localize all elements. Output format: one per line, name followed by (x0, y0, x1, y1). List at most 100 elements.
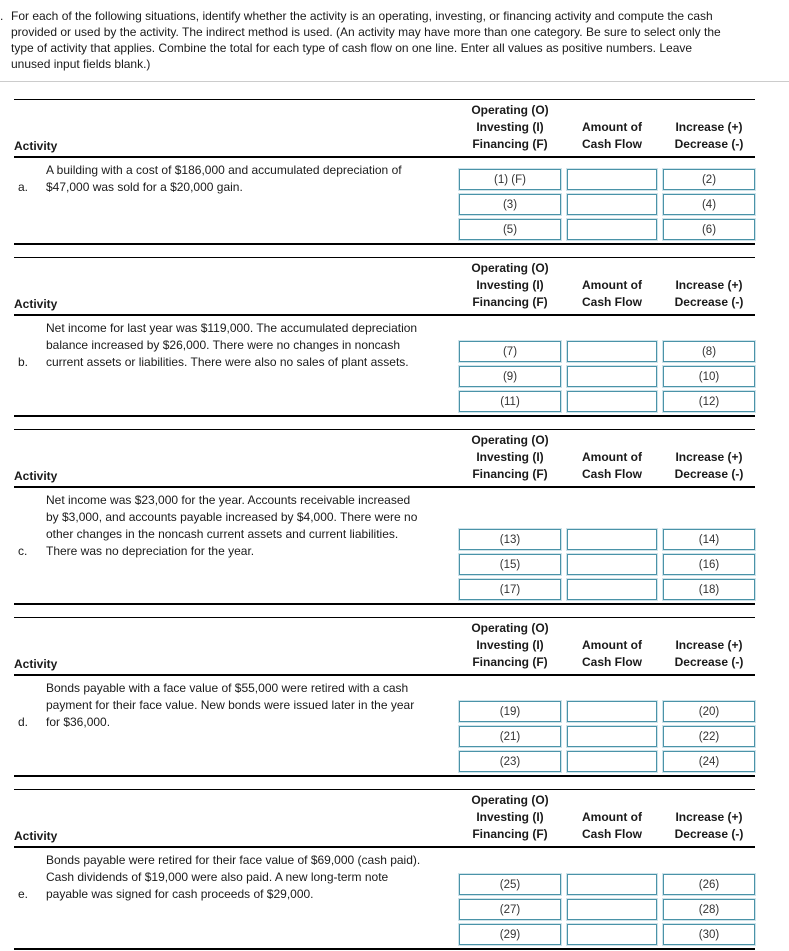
type-header-line: Investing (I) (476, 120, 544, 134)
type-input[interactable]: (29) (459, 924, 561, 945)
type-header-line: Financing (F) (472, 655, 548, 669)
amount-input[interactable] (567, 899, 657, 920)
change-input[interactable]: (10) (663, 366, 755, 387)
activity-description: Net income for last year was $119,000. T… (46, 321, 418, 369)
amount-header-line: Amount of (582, 450, 642, 464)
change-header-line: Increase (+) (675, 120, 743, 134)
amount-column-header: Amount of Cash Flow (567, 277, 657, 314)
change-header-line: Increase (+) (675, 810, 743, 824)
section-header-row: Activity Operating (O) Investing (I) Fin… (14, 618, 755, 676)
type-input[interactable]: (15) (459, 554, 561, 575)
type-input[interactable]: (13) (459, 529, 561, 550)
activity-description: Net income was $23,000 for the year. Acc… (46, 493, 418, 558)
amount-header-line: Amount of (582, 120, 642, 134)
amount-input[interactable] (567, 751, 657, 772)
section-header-row: Activity Operating (O) Investing (I) Fin… (14, 258, 755, 316)
amount-header-line: Amount of (582, 278, 642, 292)
change-column-header: Increase (+) Decrease (-) (663, 277, 755, 314)
type-header-line: Financing (F) (472, 467, 548, 481)
item-letter: c. (18, 544, 28, 558)
type-header-line: Operating (O) (471, 261, 549, 275)
activity-section-e: Activity Operating (O) Investing (I) Fin… (14, 789, 755, 950)
answer-input-grid: (1) (F) (2) (3) (4) (5) (6) (459, 169, 755, 240)
type-input[interactable]: (11) (459, 391, 561, 412)
activity-column-header: Activity (14, 297, 58, 311)
amount-input[interactable] (567, 924, 657, 945)
amount-input[interactable] (567, 579, 657, 600)
change-input[interactable]: (6) (663, 219, 755, 240)
amount-header-line: Amount of (582, 810, 642, 824)
change-input[interactable]: (4) (663, 194, 755, 215)
change-input[interactable]: (28) (663, 899, 755, 920)
amount-input[interactable] (567, 169, 657, 190)
change-input[interactable]: (12) (663, 391, 755, 412)
amount-column-header: Amount of Cash Flow (567, 809, 657, 846)
type-input[interactable]: (5) (459, 219, 561, 240)
type-input[interactable]: (7) (459, 341, 561, 362)
amount-input[interactable] (567, 219, 657, 240)
amount-header-line: Cash Flow (581, 295, 642, 309)
type-input[interactable]: (23) (459, 751, 561, 772)
type-header-line: Investing (I) (476, 810, 544, 824)
activity-section-d: Activity Operating (O) Investing (I) Fin… (14, 617, 755, 777)
amount-header-line: Cash Flow (581, 827, 642, 841)
type-column-header: Operating (O) Investing (I) Financing (F… (459, 432, 561, 486)
change-header-line: Decrease (-) (674, 655, 744, 669)
change-input[interactable]: (26) (663, 874, 755, 895)
change-input[interactable]: (30) (663, 924, 755, 945)
change-input[interactable]: (18) (663, 579, 755, 600)
answer-input-grid: (19) (20) (21) (22) (23) (24) (459, 701, 755, 772)
change-input[interactable]: (16) (663, 554, 755, 575)
amount-input[interactable] (567, 726, 657, 747)
type-column-header: Operating (O) Investing (I) Financing (F… (459, 620, 561, 674)
item-letter: b. (18, 355, 29, 369)
amount-header-line: Amount of (582, 638, 642, 652)
type-column-header: Operating (O) Investing (I) Financing (F… (459, 102, 561, 156)
activity-column-header: Activity (14, 469, 58, 483)
change-input[interactable]: (22) (663, 726, 755, 747)
amount-input[interactable] (567, 366, 657, 387)
type-header-line: Operating (O) (471, 433, 549, 447)
type-input[interactable]: (25) (459, 874, 561, 895)
change-input[interactable]: (8) (663, 341, 755, 362)
change-input[interactable]: (24) (663, 751, 755, 772)
change-input[interactable]: (14) (663, 529, 755, 550)
amount-header-line: Cash Flow (581, 467, 642, 481)
type-header-line: Financing (F) (472, 137, 548, 151)
type-input[interactable]: (27) (459, 899, 561, 920)
amount-input[interactable] (567, 554, 657, 575)
activity-description: Bonds payable with a face value of $55,0… (46, 681, 415, 729)
change-input[interactable]: (2) (663, 169, 755, 190)
amount-input[interactable] (567, 701, 657, 722)
type-input[interactable]: (17) (459, 579, 561, 600)
type-input[interactable]: (21) (459, 726, 561, 747)
section-content-row: c. Net income was $23,000 for the year. … (14, 488, 755, 603)
type-input[interactable]: (19) (459, 701, 561, 722)
item-letter: a. (18, 180, 29, 194)
amount-input[interactable] (567, 194, 657, 215)
type-input[interactable]: (1) (F) (459, 169, 561, 190)
change-column-header: Increase (+) Decrease (-) (663, 637, 755, 674)
amount-input[interactable] (567, 391, 657, 412)
amount-input[interactable] (567, 529, 657, 550)
type-input[interactable]: (3) (459, 194, 561, 215)
activity-description-cell: d. Bonds payable with a face value of $5… (14, 676, 459, 731)
amount-column-header: Amount of Cash Flow (567, 119, 657, 156)
change-input[interactable]: (20) (663, 701, 755, 722)
amount-input[interactable] (567, 341, 657, 362)
type-input[interactable]: (9) (459, 366, 561, 387)
section-header-row: Activity Operating (O) Investing (I) Fin… (14, 430, 755, 488)
type-header-line: Investing (I) (476, 638, 544, 652)
answer-input-grid: (25) (26) (27) (28) (29) (30) (459, 874, 755, 945)
amount-input[interactable] (567, 874, 657, 895)
activity-section-b: Activity Operating (O) Investing (I) Fin… (14, 257, 755, 417)
change-header-line: Increase (+) (675, 638, 743, 652)
item-letter: e. (18, 887, 29, 901)
activity-column-header: Activity (14, 657, 58, 671)
type-header-line: Operating (O) (471, 621, 549, 635)
amount-header-line: Cash Flow (581, 655, 642, 669)
change-header-line: Decrease (-) (674, 467, 744, 481)
activity-section-a: Activity Operating (O) Investing (I) Fin… (14, 99, 755, 245)
type-header-line: Investing (I) (476, 278, 544, 292)
type-header-line: Operating (O) (471, 793, 549, 807)
